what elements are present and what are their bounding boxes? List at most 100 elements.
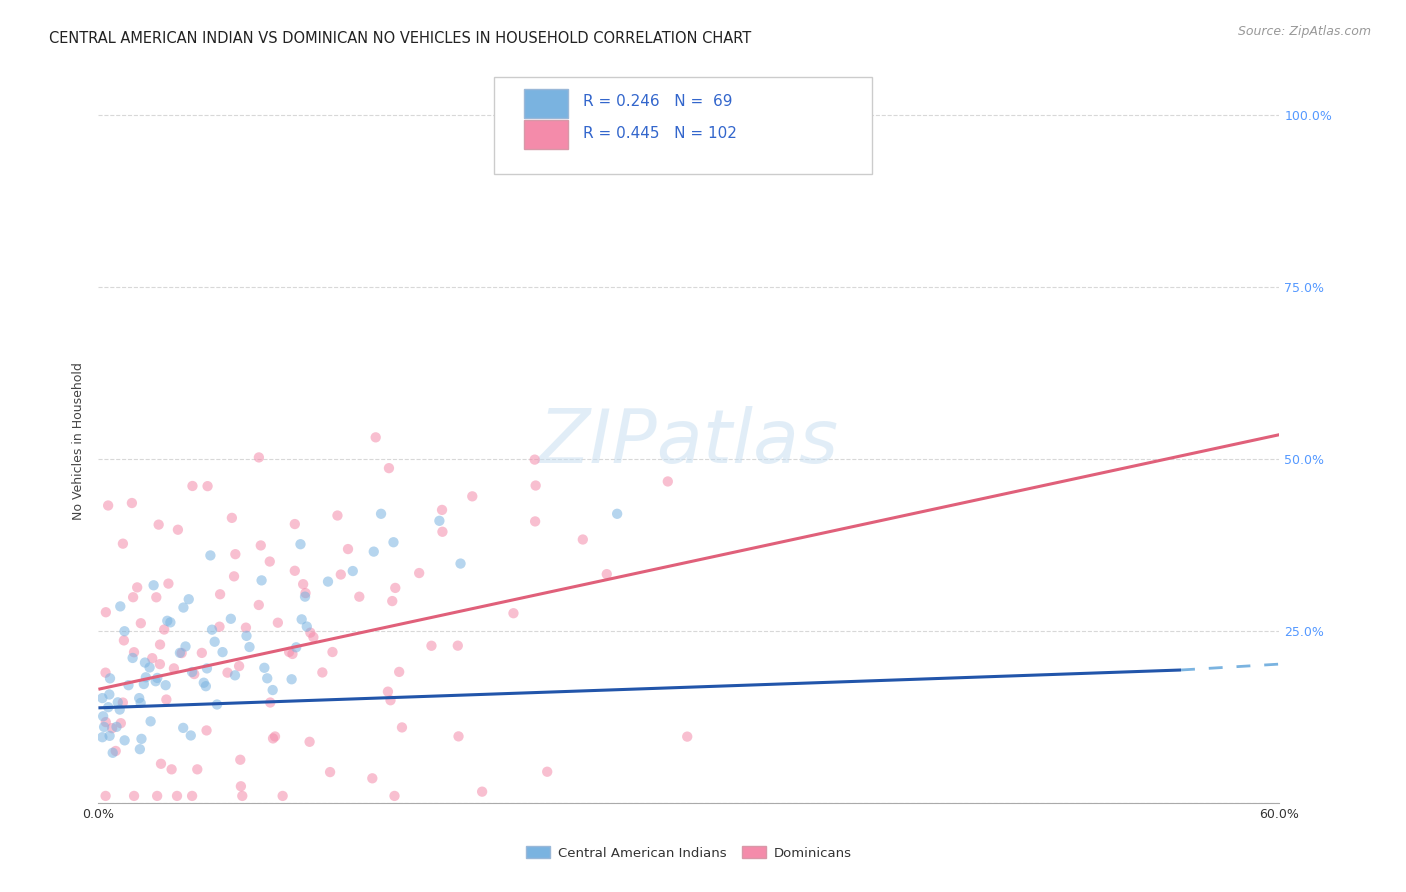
Point bbox=[256, 671, 278, 685]
Point bbox=[298, 735, 321, 749]
Point bbox=[139, 714, 162, 729]
Point bbox=[211, 645, 233, 659]
Point bbox=[191, 646, 214, 660]
Point bbox=[209, 587, 232, 601]
Point bbox=[121, 496, 143, 510]
Point bbox=[91, 709, 114, 723]
Point bbox=[342, 564, 364, 578]
Point bbox=[408, 566, 430, 580]
Point bbox=[141, 651, 163, 665]
Point bbox=[224, 668, 246, 682]
Point bbox=[128, 691, 150, 706]
Point bbox=[259, 555, 281, 569]
Point bbox=[193, 675, 215, 690]
Point bbox=[153, 623, 176, 637]
Point bbox=[160, 762, 183, 776]
Point bbox=[108, 703, 131, 717]
Point bbox=[249, 538, 271, 552]
Point bbox=[205, 698, 228, 712]
Point bbox=[94, 605, 117, 619]
Point bbox=[364, 430, 387, 444]
Point bbox=[172, 721, 194, 735]
Point bbox=[523, 452, 546, 467]
Point bbox=[247, 598, 270, 612]
Point bbox=[311, 665, 333, 680]
Point bbox=[572, 533, 595, 547]
Point bbox=[180, 729, 202, 743]
Point bbox=[132, 677, 155, 691]
Point bbox=[149, 657, 172, 672]
Point bbox=[131, 731, 153, 746]
Point bbox=[284, 517, 307, 532]
Point bbox=[101, 721, 124, 735]
Point bbox=[361, 772, 384, 786]
Point bbox=[104, 744, 127, 758]
Point bbox=[262, 683, 284, 698]
Point bbox=[231, 789, 253, 803]
Point bbox=[138, 660, 160, 674]
Point bbox=[93, 720, 115, 734]
Point bbox=[321, 645, 343, 659]
Point bbox=[200, 549, 222, 563]
Point bbox=[391, 720, 413, 734]
Text: R = 0.246   N =  69: R = 0.246 N = 69 bbox=[582, 95, 733, 110]
Point bbox=[536, 764, 558, 779]
Point bbox=[157, 576, 180, 591]
Point bbox=[294, 590, 316, 604]
Point bbox=[429, 514, 451, 528]
Point bbox=[326, 508, 349, 523]
Text: ZIPatlas: ZIPatlas bbox=[538, 406, 839, 477]
Point bbox=[122, 789, 145, 803]
Point bbox=[450, 557, 472, 571]
Point bbox=[146, 789, 169, 803]
Point bbox=[150, 756, 173, 771]
Point bbox=[224, 547, 246, 561]
Point bbox=[186, 762, 208, 776]
FancyBboxPatch shape bbox=[523, 120, 568, 149]
Point bbox=[264, 730, 287, 744]
Point bbox=[129, 616, 152, 631]
Point bbox=[111, 536, 134, 550]
Point bbox=[146, 671, 169, 685]
Point bbox=[382, 535, 405, 549]
Point bbox=[370, 507, 392, 521]
Legend: Central American Indians, Dominicans: Central American Indians, Dominicans bbox=[520, 840, 858, 865]
Point bbox=[194, 679, 217, 693]
Point bbox=[183, 667, 205, 681]
Point bbox=[127, 581, 149, 595]
Point bbox=[271, 789, 294, 803]
Point bbox=[221, 511, 243, 525]
Point bbox=[329, 567, 352, 582]
Point bbox=[228, 659, 250, 673]
Point bbox=[129, 696, 152, 710]
Point bbox=[128, 742, 150, 756]
Point bbox=[166, 789, 188, 803]
Point bbox=[337, 542, 360, 557]
Point bbox=[145, 591, 167, 605]
Point bbox=[197, 479, 219, 493]
Point bbox=[204, 634, 226, 648]
Point bbox=[319, 765, 342, 780]
Point bbox=[169, 646, 191, 660]
Text: Source: ZipAtlas.com: Source: ZipAtlas.com bbox=[1237, 25, 1371, 38]
Point bbox=[280, 673, 302, 687]
Point bbox=[284, 564, 307, 578]
Point bbox=[657, 475, 679, 489]
Point bbox=[363, 544, 385, 558]
Point bbox=[267, 615, 290, 630]
Point bbox=[432, 524, 454, 539]
Point bbox=[388, 665, 411, 679]
Point bbox=[676, 730, 699, 744]
Point bbox=[122, 645, 145, 659]
Point bbox=[97, 700, 120, 714]
Point bbox=[250, 574, 273, 588]
Point bbox=[524, 478, 547, 492]
Point bbox=[259, 696, 281, 710]
Point bbox=[461, 489, 484, 503]
Point bbox=[91, 730, 114, 744]
Point bbox=[172, 600, 194, 615]
Point bbox=[447, 730, 470, 744]
Point bbox=[606, 507, 628, 521]
Point bbox=[219, 612, 242, 626]
Point bbox=[195, 723, 218, 738]
